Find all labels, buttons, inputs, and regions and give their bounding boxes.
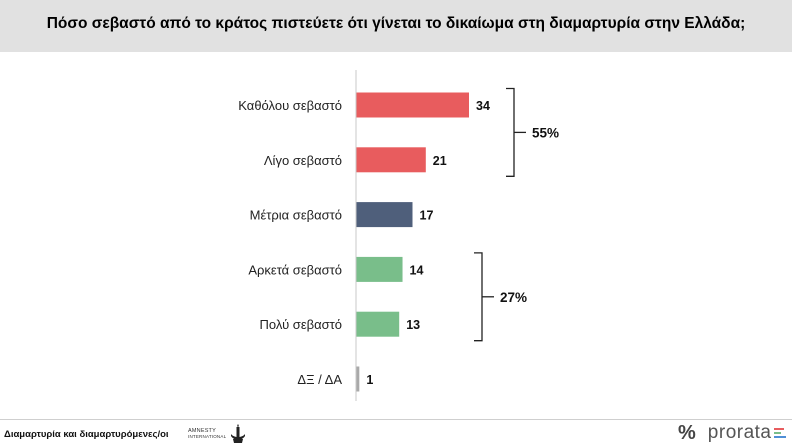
bar [356, 366, 360, 392]
brand-bars-icon [773, 428, 786, 438]
bar [356, 92, 469, 118]
category-label: Πολύ σεβαστό [260, 317, 342, 332]
footer-caption: Διαμαρτυρία και διαμαρτυρόμενες/οι [4, 429, 169, 440]
amnesty-logo: Amnesty International [188, 424, 246, 444]
footer-divider [0, 419, 792, 420]
category-label: Λίγο σεβαστό [264, 153, 342, 168]
value-label: 34 [476, 99, 490, 113]
group-label: 55% [532, 125, 559, 140]
category-label: Μέτρια σεβαστό [250, 208, 342, 223]
prorata-logo: % prorata [678, 421, 786, 445]
group-bracket [474, 252, 483, 342]
bar [356, 147, 426, 173]
value-label: 21 [433, 154, 447, 168]
bar-chart: Καθόλου σεβαστό 34 Λίγο σεβαστό 21 Μέτρια σε… [238, 70, 559, 401]
amnesty-wordmark: Amnesty International [188, 428, 226, 440]
group-bracket [506, 87, 515, 177]
chart-title: Πόσο σεβαστό από το κράτος πιστεύετε ότι… [46, 15, 746, 32]
bar [356, 311, 400, 337]
category-label: Αρκετά σεβαστό [248, 262, 342, 277]
amnesty-line2: International [188, 434, 227, 439]
percent-icon: % [678, 421, 696, 444]
amnesty-line1: Amnesty [188, 428, 216, 434]
category-label: ΔΞ / ΔΑ [297, 372, 342, 387]
bar [356, 202, 413, 228]
chart-header: Πόσο σεβαστό από το κράτος πιστεύετε ότι… [0, 0, 792, 52]
brand-name: prorata [707, 422, 772, 443]
group-label: 27% [500, 290, 527, 305]
value-label: 17 [420, 209, 434, 223]
value-label: 1 [366, 373, 373, 387]
value-label: 14 [410, 263, 424, 277]
candle-icon [231, 424, 246, 443]
bar [356, 256, 403, 282]
category-label: Καθόλου σεβαστό [238, 98, 342, 113]
value-label: 13 [406, 318, 420, 332]
